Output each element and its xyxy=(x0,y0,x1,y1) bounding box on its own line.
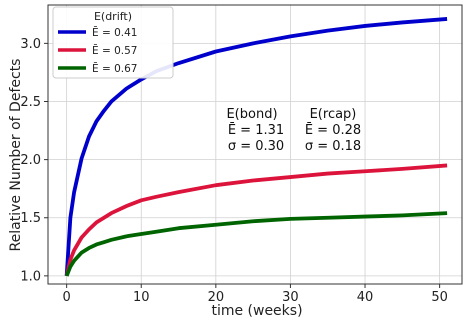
annotation-rcap-header: E(rcap) xyxy=(310,107,357,122)
annotation-bond-header: E(bond) xyxy=(226,107,277,122)
y-ticks: 1.0 1.5 2.0 2.5 3.0 xyxy=(20,37,48,284)
legend-label-2: Ē = 0.67 xyxy=(92,62,138,75)
legend-box xyxy=(52,6,174,79)
legend-label-1: Ē = 0.57 xyxy=(92,44,138,57)
y-tick-label: 2.0 xyxy=(20,153,41,168)
annotation-rcap-mean: Ē = 0.28 xyxy=(305,123,361,138)
series-line-2 xyxy=(64,211,448,277)
x-tick-label: 10 xyxy=(133,290,150,305)
series-line-1 xyxy=(64,163,448,277)
x-axis-label: time (weeks) xyxy=(211,303,302,319)
x-tick-label: 50 xyxy=(431,290,448,305)
y-tick-label: 3.0 xyxy=(20,37,41,52)
x-tick-label: 0 xyxy=(63,290,71,305)
x-tick-label: 20 xyxy=(208,290,225,305)
y-tick-label: 2.5 xyxy=(20,95,41,110)
annotation-bond-sigma: σ = 0.30 xyxy=(228,139,284,154)
x-ticks: 0 10 20 30 40 50 xyxy=(63,284,448,305)
y-tick-label: 1.5 xyxy=(20,211,41,226)
legend-title: E(drift) xyxy=(94,10,132,23)
annotation-rcap: E(rcap) Ē = 0.28 σ = 0.18 xyxy=(305,107,361,154)
y-tick-label: 1.0 xyxy=(20,269,41,284)
x-tick-label: 30 xyxy=(282,290,299,305)
annotation-bond: E(bond) Ē = 1.31 σ = 0.30 xyxy=(226,107,284,154)
series-lines xyxy=(64,17,448,277)
x-tick-label: 40 xyxy=(357,290,374,305)
annotation-bond-mean: Ē = 1.31 xyxy=(228,123,284,138)
series-line-0 xyxy=(64,17,448,276)
plot-frame xyxy=(47,4,463,285)
annotation-rcap-sigma: σ = 0.18 xyxy=(305,139,361,154)
y-axis-label: Relative Number of Defects xyxy=(8,59,24,252)
legend: E(drift) Ē = 0.41 Ē = 0.57 Ē = 0.67 xyxy=(52,6,174,79)
legend-label-0: Ē = 0.41 xyxy=(92,26,138,39)
